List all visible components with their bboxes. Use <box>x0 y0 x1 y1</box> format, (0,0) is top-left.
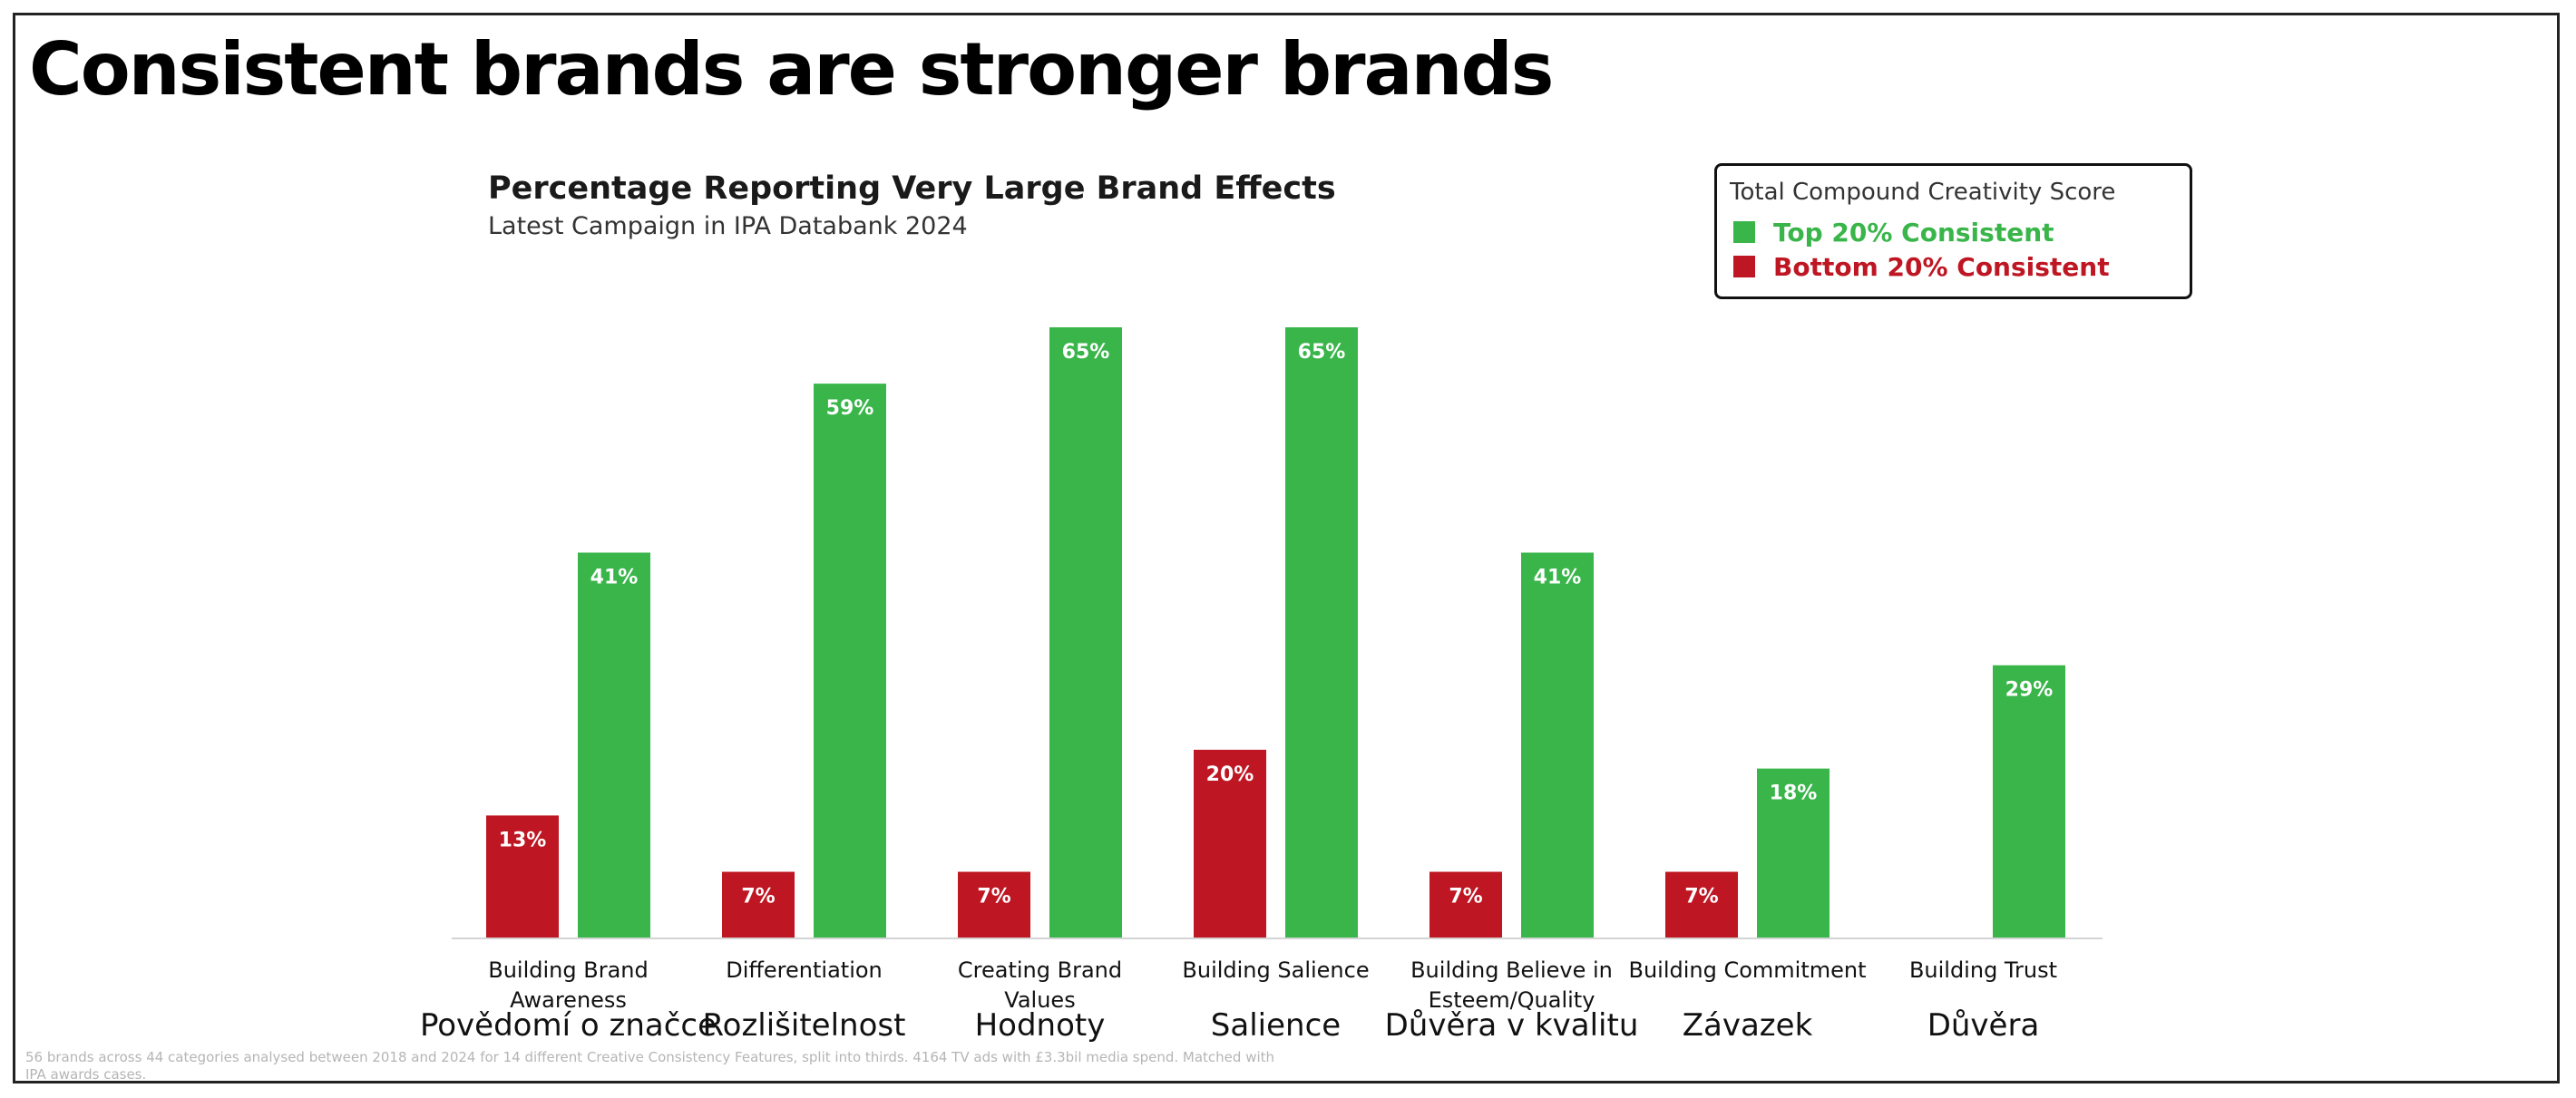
bar-bottom-4 <box>1429 871 1502 938</box>
category-label-2-line-0: Creating Brand <box>958 957 1122 983</box>
page-headline: Consistent brands are stronger brands <box>29 27 1554 112</box>
chart-subtitle: Latest Campaign in IPA Databank 2024 <box>488 212 968 240</box>
legend-item-bottom: Bottom 20% Consistent <box>1733 251 2110 282</box>
translation-label-6: Důvěra <box>1927 1007 2040 1044</box>
translation-label-4: Důvěra v kvalitu <box>1385 1007 1639 1044</box>
category-label-2-line-1: Values <box>1004 987 1075 1013</box>
bar-bottom-2 <box>958 871 1030 938</box>
data-label-top-0: 41% <box>590 566 639 588</box>
legend-swatch-top <box>1733 221 1755 243</box>
category-label-1-line-0: Differentiation <box>726 957 883 983</box>
chart-title: Percentage Reporting Very Large Brand Ef… <box>488 170 1336 207</box>
bar-bottom-5 <box>1665 871 1738 938</box>
bar-top-0 <box>578 552 650 938</box>
data-label-bottom-1: 7% <box>741 886 775 909</box>
category-label-4-line-1: Esteem/Quality <box>1429 987 1595 1013</box>
translation-label-1: Rozlišitelnost <box>703 1007 906 1044</box>
legend-label-top: Top 20% Consistent <box>1773 217 2054 248</box>
slide-frame <box>13 13 2560 1083</box>
legend-swatch-bottom <box>1733 256 1755 277</box>
bar-bottom-1 <box>722 871 795 938</box>
data-label-bottom-3: 20% <box>1206 763 1254 786</box>
bar-bottom-0 <box>486 815 559 938</box>
category-label-0-line-0: Building Brand <box>488 957 648 983</box>
bar-top-3 <box>1285 327 1358 938</box>
category-label-3-line-0: Building Salience <box>1182 957 1369 983</box>
translation-label-0: Povědomí o značce <box>420 1007 717 1044</box>
translation-label-2: Hodnoty <box>975 1007 1106 1044</box>
data-label-bottom-4: 7% <box>1449 886 1482 909</box>
bar-top-1 <box>814 384 886 938</box>
footnote: 56 brands across 44 categories analysed … <box>25 1049 1275 1083</box>
category-label-6-line-0: Building Trust <box>1909 957 2057 983</box>
translation-label-3: Salience <box>1211 1007 1341 1044</box>
bar-top-6 <box>1993 665 2065 938</box>
data-label-top-2: 65% <box>1062 341 1110 364</box>
category-label-5-line-0: Building Commitment <box>1628 957 1866 983</box>
legend-title: Total Compound Creativity Score <box>1730 179 2116 206</box>
bar-bottom-3 <box>1194 749 1266 938</box>
data-label-top-4: 41% <box>1534 566 1582 588</box>
data-label-top-5: 18% <box>1770 782 1818 805</box>
category-label-4-line-0: Building Believe in <box>1410 957 1613 983</box>
data-label-top-1: 59% <box>826 397 874 420</box>
bar-top-5 <box>1757 768 1830 938</box>
data-label-bottom-0: 13% <box>499 829 547 851</box>
chart-legend: Total Compound Creativity Score Top 20% … <box>1714 163 2192 299</box>
category-label-0-line-1: Awareness <box>510 987 627 1013</box>
translation-label-5: Závazek <box>1683 1007 1813 1044</box>
legend-label-bottom: Bottom 20% Consistent <box>1773 251 2110 282</box>
data-label-bottom-5: 7% <box>1684 886 1718 909</box>
data-label-bottom-2: 7% <box>977 886 1010 909</box>
bars-layer <box>452 327 2103 939</box>
bar-top-4 <box>1521 552 1594 938</box>
data-label-top-6: 29% <box>2005 679 2054 702</box>
bar-top-2 <box>1049 327 1122 938</box>
legend-item-top: Top 20% Consistent <box>1733 217 2054 248</box>
data-label-top-3: 65% <box>1298 341 1346 364</box>
